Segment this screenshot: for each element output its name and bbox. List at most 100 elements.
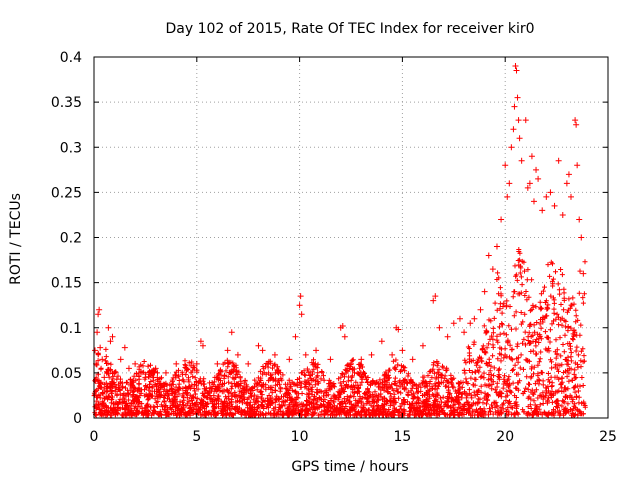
- data-point: [298, 311, 305, 318]
- data-point: [389, 351, 396, 358]
- data-point: [368, 351, 375, 358]
- data-point: [95, 311, 102, 318]
- data-point: [547, 189, 554, 196]
- data-point: [255, 342, 262, 349]
- axes-layer: 0 5 10 15 20 25 0 0.05 0.1 0.15 0.2 0.25 0.3 0.35 0.4: [51, 50, 617, 445]
- data-point: [327, 356, 334, 363]
- data-point: [228, 329, 235, 336]
- data-point: [504, 193, 511, 200]
- data-point: [432, 293, 439, 300]
- data-point: [530, 198, 537, 205]
- data-point: [193, 360, 200, 367]
- data-point: [245, 360, 252, 367]
- data-point: [576, 216, 583, 223]
- data-point: [513, 67, 520, 74]
- data-point: [489, 266, 496, 273]
- data-point: [101, 374, 108, 381]
- data-point: [485, 252, 492, 259]
- data-point: [109, 333, 116, 340]
- data-point: [574, 162, 581, 169]
- y-tick-label: 0: [73, 411, 82, 427]
- data-point: [117, 356, 124, 363]
- data-point: [99, 356, 106, 363]
- data-point: [419, 342, 426, 349]
- data-point: [395, 326, 402, 333]
- data-point: [94, 329, 101, 336]
- x-tick-label: 20: [496, 429, 514, 445]
- data-point: [92, 347, 99, 354]
- y-tick-label: 0.3: [60, 140, 82, 156]
- data-point: [450, 320, 457, 327]
- data-point: [430, 297, 437, 304]
- data-point: [97, 344, 104, 351]
- data-point: [510, 126, 517, 133]
- data-points-layer: [92, 63, 587, 381]
- data-point: [515, 117, 522, 124]
- data-point: [173, 360, 180, 367]
- data-point: [559, 211, 566, 218]
- y-tick-label: 0.05: [51, 366, 82, 382]
- y-axis-label: ROTI / TECUs: [8, 193, 24, 285]
- data-point: [461, 329, 468, 336]
- data-point: [292, 333, 299, 340]
- y-tick-label: 0.15: [51, 276, 82, 292]
- data-point: [477, 306, 484, 313]
- data-point: [481, 288, 488, 295]
- data-point: [183, 365, 190, 372]
- data-point: [508, 144, 515, 151]
- data-point: [259, 347, 266, 354]
- data-point: [125, 365, 132, 372]
- data-point: [378, 338, 385, 345]
- data-point: [551, 202, 558, 209]
- data-point: [573, 121, 580, 128]
- y-tick-label: 0.4: [60, 50, 82, 66]
- data-point: [348, 360, 354, 367]
- x-tick-label: 5: [192, 429, 201, 445]
- data-point: [358, 356, 365, 363]
- y-tick-label: 0.2: [60, 231, 82, 247]
- data-point: [533, 166, 540, 173]
- y-tick-label: 0.35: [51, 95, 82, 111]
- data-point: [234, 351, 241, 358]
- dense-point-cloud: [91, 247, 588, 418]
- data-point: [152, 365, 159, 372]
- data-point: [522, 117, 529, 124]
- x-tick-label: 15: [393, 429, 411, 445]
- data-point: [142, 374, 149, 381]
- data-point: [444, 333, 451, 340]
- data-point: [498, 216, 505, 223]
- data-point: [506, 180, 513, 187]
- data-point: [162, 369, 169, 376]
- data-point: [572, 117, 579, 124]
- y-tick-label: 0.1: [60, 321, 82, 337]
- data-point: [543, 193, 550, 200]
- data-point: [339, 322, 346, 329]
- data-point: [563, 180, 570, 187]
- x-tick-label: 0: [90, 429, 99, 445]
- grid-layer: [94, 57, 608, 418]
- data-point: [565, 171, 572, 178]
- data-point: [107, 338, 114, 345]
- data-point: [539, 207, 546, 214]
- chart-title: Day 102 of 2015, Rate Of TEC Index for r…: [165, 21, 534, 37]
- data-point: [567, 193, 574, 200]
- data-point: [105, 324, 112, 331]
- data-point: [436, 324, 443, 331]
- data-point: [526, 180, 533, 187]
- data-point: [511, 103, 518, 110]
- x-axis-label: GPS time / hours: [291, 459, 408, 475]
- data-point: [528, 153, 535, 160]
- data-point: [578, 234, 585, 241]
- data-point: [197, 338, 204, 345]
- data-point: [313, 347, 320, 354]
- data-point: [121, 344, 128, 351]
- data-point: [341, 333, 348, 340]
- data-point: [493, 243, 500, 250]
- data-point: [514, 94, 521, 101]
- data-point: [224, 347, 231, 354]
- data-point: [516, 135, 523, 142]
- data-point: [296, 302, 303, 309]
- data-point: [467, 320, 474, 327]
